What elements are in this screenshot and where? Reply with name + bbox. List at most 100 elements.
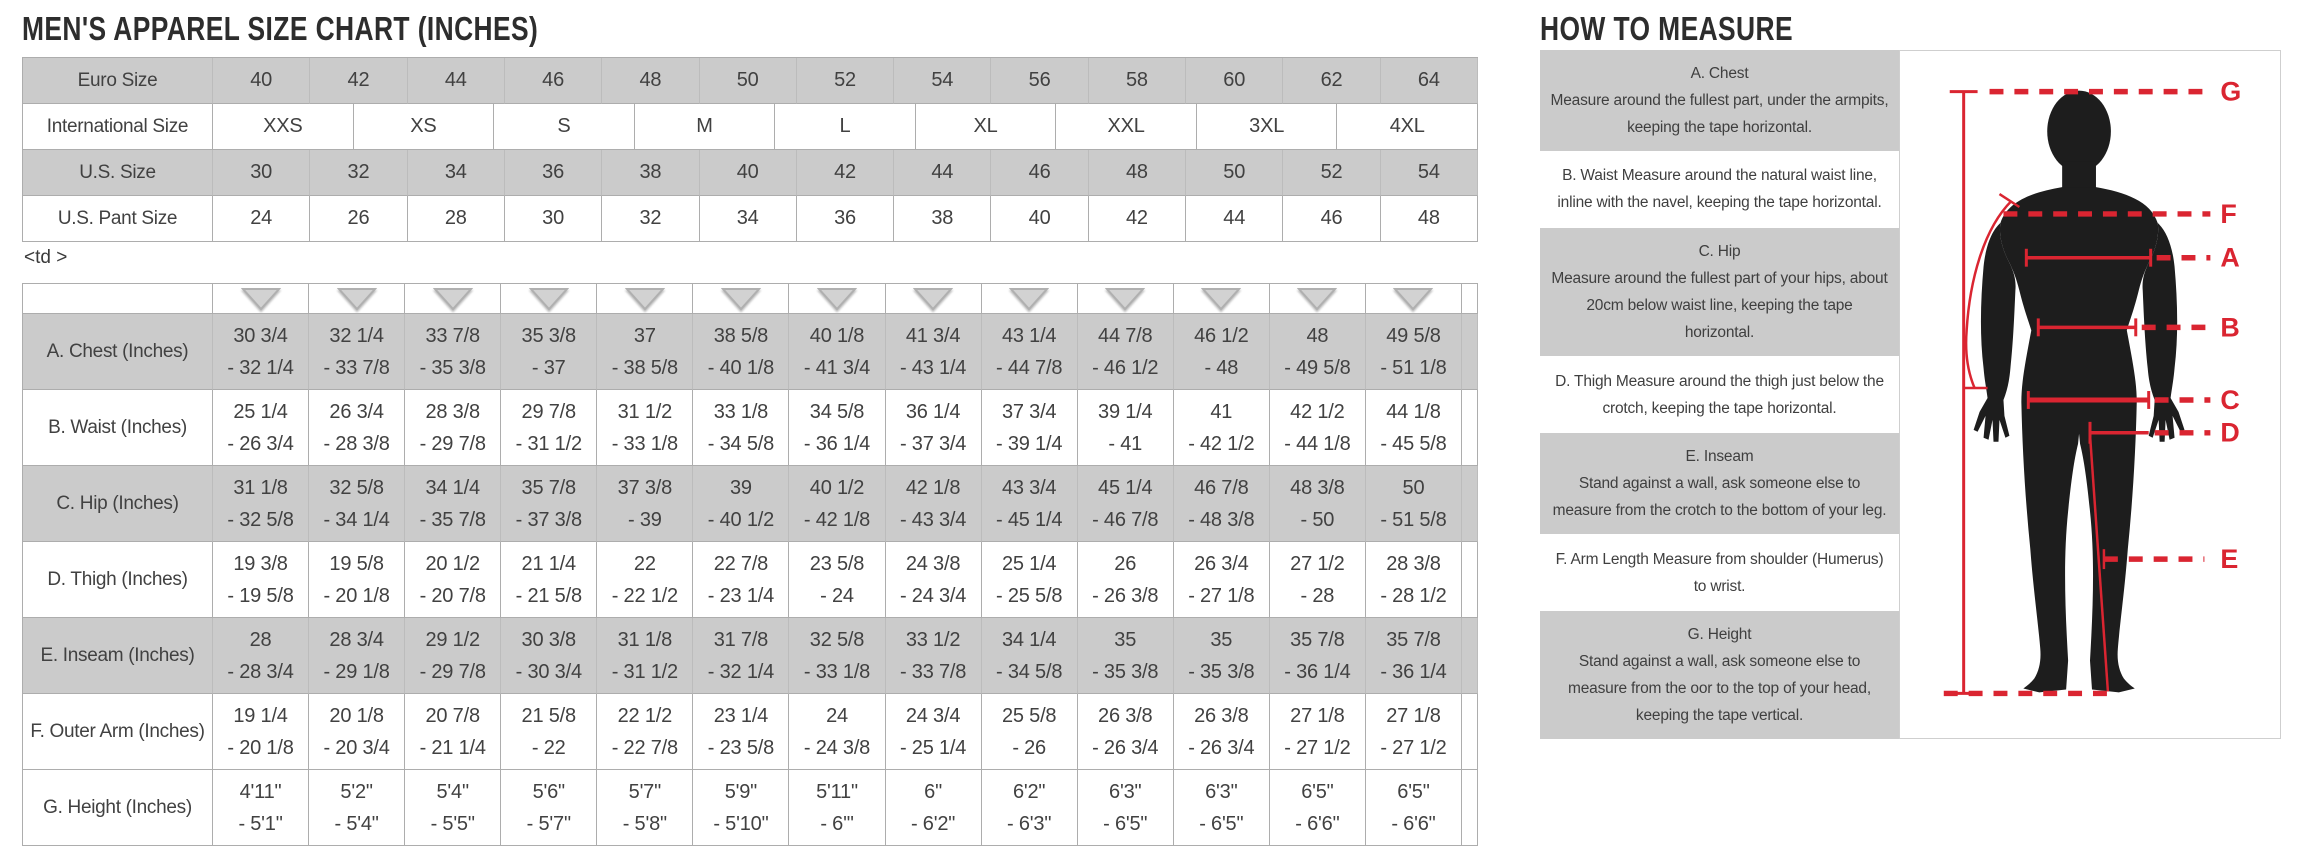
- range-to: - 46 1/2: [1092, 352, 1158, 384]
- range-to: - 25 5/8: [996, 580, 1062, 612]
- range-from: 6'2": [1013, 776, 1045, 808]
- range-cell: 22 1/2- 22 7/8: [597, 694, 693, 770]
- row-label: G. Height (Inches): [23, 770, 213, 846]
- range-cell: 24 3/8- 24 3/4: [886, 542, 982, 618]
- table-row: G. Height (Inches)4'11"- 5'1"5'2"- 5'4"5…: [23, 770, 1478, 846]
- range-cell: 27 1/8- 27 1/2: [1366, 694, 1462, 770]
- column-sort-arrow-icon[interactable]: [1174, 284, 1270, 314]
- column-sort-arrow-icon[interactable]: [309, 284, 405, 314]
- range-cell: 35 7/8- 37 3/8: [501, 466, 597, 542]
- range-to: - 5'10": [713, 808, 768, 840]
- range-to: - 24: [820, 580, 854, 612]
- range-to: - 24 3/4: [900, 580, 966, 612]
- range-to: - 41: [1108, 428, 1142, 460]
- size-cell: 42: [1089, 196, 1186, 242]
- range-cell: 6'3"- 6'5": [1174, 770, 1270, 846]
- range-cell: 22 7/8- 23 1/4: [693, 542, 789, 618]
- column-sort-arrow-icon[interactable]: [886, 284, 982, 314]
- range-cell: 29 1/2- 29 7/8: [405, 618, 501, 694]
- filler-cell: [1462, 770, 1478, 846]
- range-from: 43 1/4: [1002, 320, 1056, 352]
- range-to: - 29 1/8: [323, 656, 389, 688]
- size-cell: 44: [1186, 196, 1283, 242]
- range-cell: 6'2"- 6'3": [982, 770, 1078, 846]
- instruction-heading: G. Height: [1550, 621, 1889, 648]
- range-from: 32 5/8: [810, 624, 864, 656]
- column-sort-arrow-icon[interactable]: [597, 284, 693, 314]
- size-cell: 42: [797, 150, 894, 196]
- range-cell: 44 7/8- 46 1/2: [1078, 314, 1174, 390]
- range-from: 20 1/2: [425, 548, 479, 580]
- size-conversion-table: Euro Size40424446485052545658606264Inter…: [22, 57, 1478, 242]
- range-to: - 22: [532, 732, 566, 764]
- size-cell: 52: [797, 58, 894, 104]
- range-to: - 37: [532, 352, 566, 384]
- range-to: - 26 3/4: [1188, 732, 1254, 764]
- range-from: 6'3": [1109, 776, 1141, 808]
- body-measurement-figure: G F A B C D E: [1900, 51, 2280, 738]
- range-to: - 33 1/8: [612, 428, 678, 460]
- range-cell: 48- 49 5/8: [1270, 314, 1366, 390]
- column-sort-arrow-icon[interactable]: [405, 284, 501, 314]
- column-sort-arrow-icon[interactable]: [693, 284, 789, 314]
- size-cell: 42: [310, 58, 407, 104]
- range-cell: 38 5/8- 40 1/8: [693, 314, 789, 390]
- range-to: - 28 1/2: [1380, 580, 1446, 612]
- range-from: 40 1/2: [810, 472, 864, 504]
- range-from: 5'9": [725, 776, 757, 808]
- range-cell: 6'3"- 6'5": [1078, 770, 1174, 846]
- instruction-section: G. HeightStand against a wall, ask someo…: [1540, 611, 1899, 739]
- range-from: 34 1/4: [1002, 624, 1056, 656]
- range-cell: 50- 51 5/8: [1366, 466, 1462, 542]
- range-from: 26: [1114, 548, 1136, 580]
- range-to: - 42 1/2: [1188, 428, 1254, 460]
- range-cell: 31 1/8- 32 5/8: [213, 466, 309, 542]
- range-from: 45 1/4: [1098, 472, 1152, 504]
- size-cell: 34: [408, 150, 505, 196]
- column-sort-arrow-icon[interactable]: [1366, 284, 1462, 314]
- range-to: - 48: [1204, 352, 1238, 384]
- range-to: - 5'4": [335, 808, 379, 840]
- column-sort-arrow-icon[interactable]: [1078, 284, 1174, 314]
- range-to: - 28 3/8: [323, 428, 389, 460]
- instruction-heading: E. Inseam: [1550, 443, 1889, 470]
- size-cell: 38: [894, 196, 991, 242]
- row-label: Euro Size: [23, 58, 213, 104]
- range-to: - 22 1/2: [612, 580, 678, 612]
- column-sort-arrow-icon[interactable]: [501, 284, 597, 314]
- range-to: - 26 3/4: [227, 428, 293, 460]
- range-cell: 35 3/8- 37: [501, 314, 597, 390]
- column-sort-arrow-icon[interactable]: [982, 284, 1078, 314]
- row-label: F. Outer Arm (Inches): [23, 694, 213, 770]
- table-row: B. Waist (Inches)25 1/4- 26 3/426 3/4- 2…: [23, 390, 1478, 466]
- range-from: 26 3/4: [329, 396, 383, 428]
- label-d: D: [2220, 418, 2239, 448]
- range-cell: 45 1/4- 46 7/8: [1078, 466, 1174, 542]
- range-from: 5'4": [436, 776, 468, 808]
- size-cell: 4XL: [1337, 104, 1478, 150]
- range-to: - 26 3/4: [1092, 732, 1158, 764]
- range-cell: 42 1/8- 43 3/4: [886, 466, 982, 542]
- range-to: - 33 1/8: [804, 656, 870, 688]
- range-from: 37 3/8: [618, 472, 672, 504]
- range-to: - 43 1/4: [900, 352, 966, 384]
- range-to: - 49 5/8: [1284, 352, 1350, 384]
- size-cell: XL: [916, 104, 1057, 150]
- range-to: - 42 1/8: [804, 504, 870, 536]
- filler-cell: [1462, 284, 1478, 314]
- range-from: 28: [250, 624, 272, 656]
- range-to: - 45 1/4: [996, 504, 1062, 536]
- range-from: 20 7/8: [425, 700, 479, 732]
- range-to: - 31 1/2: [612, 656, 678, 688]
- range-cell: 21 5/8- 22: [501, 694, 597, 770]
- range-cell: 26 3/4- 27 1/8: [1174, 542, 1270, 618]
- size-cell: 36: [505, 150, 602, 196]
- range-cell: 26- 26 3/8: [1078, 542, 1174, 618]
- range-cell: 24- 24 3/8: [789, 694, 885, 770]
- range-cell: 5'2"- 5'4": [309, 770, 405, 846]
- column-sort-arrow-icon[interactable]: [789, 284, 885, 314]
- column-sort-arrow-icon[interactable]: [1270, 284, 1366, 314]
- table-row: E. Inseam (Inches)28- 28 3/428 3/4- 29 1…: [23, 618, 1478, 694]
- size-cell: 34: [700, 196, 797, 242]
- column-sort-arrow-icon[interactable]: [213, 284, 309, 314]
